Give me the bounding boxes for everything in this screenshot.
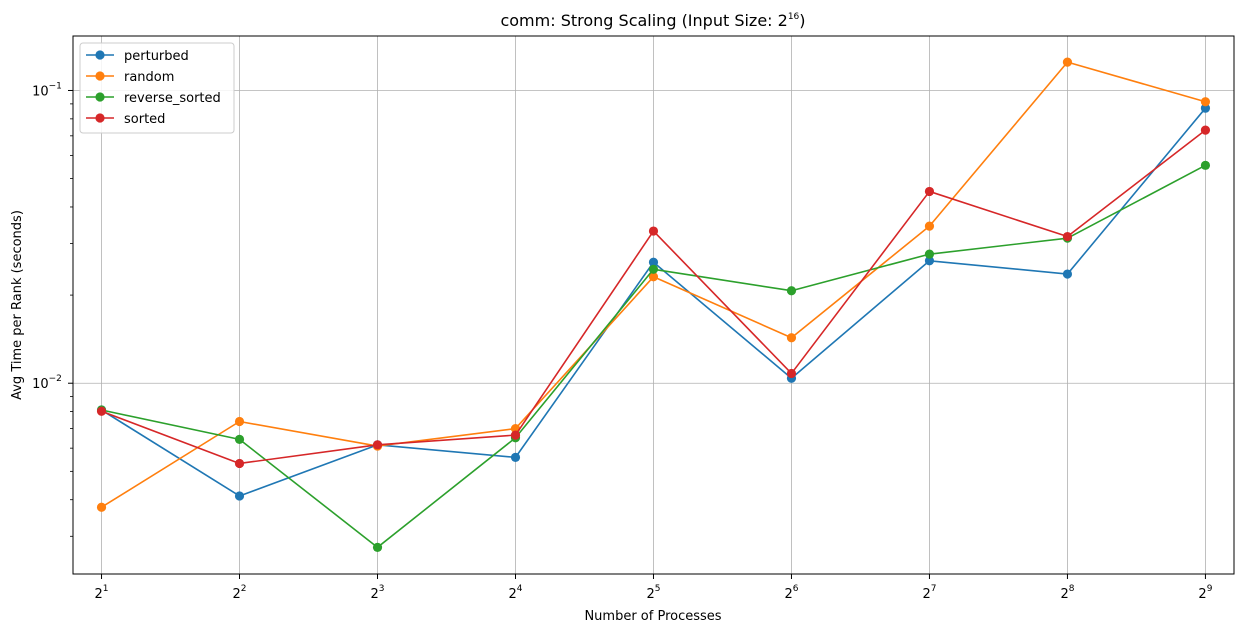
- data-point: [234, 434, 245, 444]
- data-point: [372, 440, 383, 450]
- data-point: [96, 406, 107, 416]
- legend-marker: [95, 92, 105, 102]
- legend-item-sorted: sorted: [86, 112, 165, 127]
- x-axis-label: Number of Processes: [584, 609, 721, 624]
- legend-item-perturbed: perturbed: [86, 49, 189, 64]
- data-point: [924, 249, 935, 259]
- chart-title-text: comm: Strong Scaling (Input Size: 2: [500, 11, 787, 30]
- x-tick-label: 24: [508, 584, 522, 602]
- x-tick-label: 29: [1198, 584, 1212, 602]
- data-point: [648, 226, 659, 236]
- y-axis-label: Avg Time per Rank (seconds): [10, 210, 25, 400]
- data-point: [648, 272, 659, 282]
- data-point: [924, 221, 935, 231]
- data-point: [1200, 97, 1211, 107]
- x-tick-label: 22: [233, 584, 247, 602]
- x-tick-label: 25: [646, 584, 660, 602]
- axes-frame: [72, 35, 1235, 575]
- y-tick-label: 10−1: [32, 81, 62, 99]
- data-point: [648, 264, 659, 274]
- legend-item-reverse-sorted: reverse_sorted: [86, 91, 221, 106]
- data-point: [786, 286, 797, 296]
- grid: [73, 36, 1234, 574]
- chart-title-suffix: ): [799, 11, 805, 30]
- legend-marker: [95, 113, 105, 123]
- legend-box: [79, 42, 235, 134]
- data-point: [234, 458, 245, 469]
- x-tick-label: 26: [784, 584, 798, 602]
- data-point: [1062, 269, 1073, 279]
- data-point: [786, 333, 797, 343]
- legend-item-random: random: [86, 70, 174, 85]
- data-point: [234, 491, 245, 501]
- series-random: [96, 57, 1211, 512]
- x-tick-label: 27: [922, 584, 936, 602]
- y-tick-label: 10−2: [32, 374, 62, 392]
- legend-label: reverse_sorted: [124, 91, 221, 106]
- data-point: [510, 430, 521, 440]
- data-point: [96, 502, 107, 512]
- chart-title-exponent: 16: [788, 12, 800, 22]
- series-sorted: [96, 125, 1211, 469]
- x-tick-label: 23: [370, 584, 384, 602]
- legend-label: perturbed: [124, 49, 189, 64]
- x-tick-label: 21: [95, 584, 109, 602]
- legend-marker: [95, 71, 105, 81]
- data-point: [924, 186, 935, 197]
- chart-title: comm: Strong Scaling (Input Size: 216): [500, 11, 805, 30]
- data-point: [510, 452, 521, 462]
- y-axis-ticks: 10−2 10−1: [32, 81, 73, 537]
- data-point: [786, 368, 797, 379]
- series-lines: [96, 57, 1211, 552]
- legend-label: random: [124, 70, 174, 85]
- legend-label: sorted: [124, 112, 165, 127]
- data-point: [1200, 125, 1211, 135]
- data-point: [234, 416, 245, 427]
- data-point: [1062, 57, 1073, 67]
- data-point: [1062, 231, 1073, 242]
- data-point: [924, 256, 935, 266]
- data-point: [372, 542, 383, 552]
- data-point: [648, 257, 659, 267]
- data-point: [1200, 160, 1211, 170]
- legend-marker: [95, 50, 105, 60]
- data-point: [1200, 103, 1211, 113]
- x-tick-label: 28: [1060, 584, 1074, 602]
- x-axis-ticks: 21 22 23 24 25 26 27 28 29: [95, 574, 1213, 602]
